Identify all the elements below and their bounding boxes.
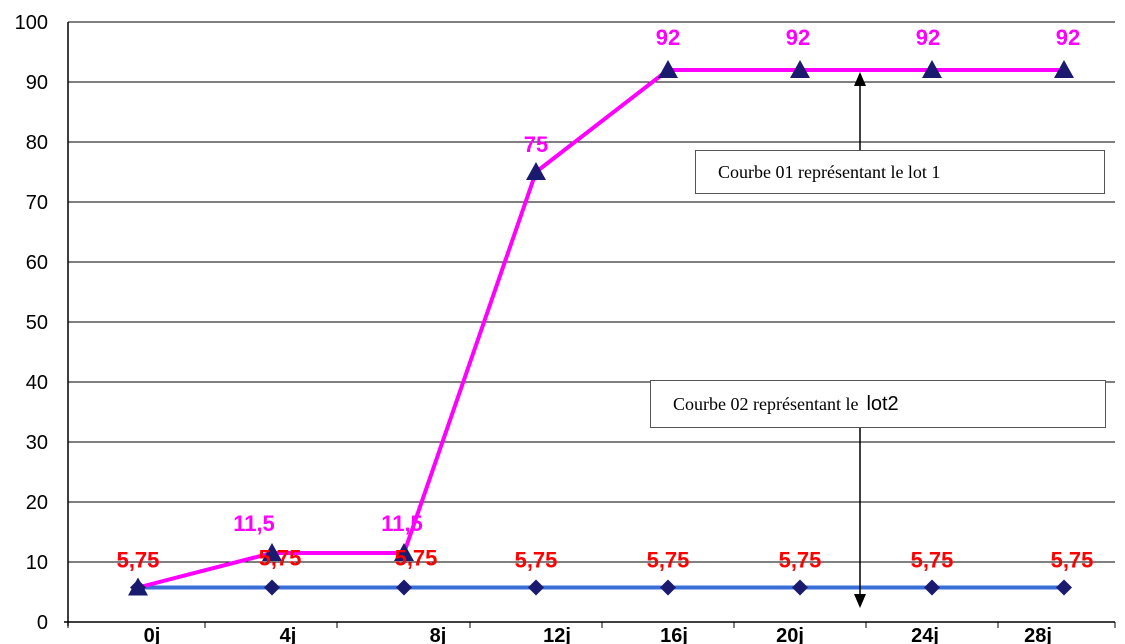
series-1-marker xyxy=(526,162,546,180)
series-1-data-label: 92 xyxy=(786,25,810,50)
annotation-lot2-text: Courbe 02 représentant le xyxy=(673,393,859,414)
series-1-data-label: 5,75 xyxy=(117,548,160,573)
series-1-data-label: 92 xyxy=(916,25,940,50)
series-2-marker xyxy=(264,579,280,596)
y-tick-label: 30 xyxy=(26,432,48,454)
y-tick-label: 10 xyxy=(26,552,48,574)
y-tick-label: 20 xyxy=(26,492,48,514)
series-1-data-label: 92 xyxy=(656,25,680,50)
series-1-marker xyxy=(790,60,810,78)
y-tick-label: 90 xyxy=(26,72,48,94)
x-tick-label: 28j xyxy=(1024,625,1052,644)
series-2-data-label: 5,75 xyxy=(515,548,558,573)
series-2-marker xyxy=(528,579,544,596)
x-tick-label: 16j xyxy=(660,625,688,644)
x-tick-label: 24j xyxy=(911,625,939,644)
series-2-data-label: 5,75 xyxy=(779,548,822,573)
series-1-marker xyxy=(394,543,414,561)
y-tick-label: 60 xyxy=(26,252,48,274)
series-2-data-label: 5,75 xyxy=(395,546,438,571)
y-tick-label: 70 xyxy=(26,192,48,214)
series-1-data-label: 92 xyxy=(1056,25,1080,50)
annotation-lot1: Courbe 01 représentant le lot 1 xyxy=(695,150,1105,194)
series-2-data-label: 5,75 xyxy=(259,546,302,571)
series-2-data-label: 5,75 xyxy=(117,548,160,573)
series-2-data-label: 5,75 xyxy=(647,548,690,573)
series-2-data-label: 5,75 xyxy=(1051,548,1094,573)
series-1-line xyxy=(137,68,1064,590)
series-1-marker xyxy=(922,60,942,78)
y-tick-label: 80 xyxy=(26,132,48,154)
grid-layer xyxy=(68,21,1115,563)
series-1-data-label: 11,5 xyxy=(381,511,423,536)
data-label-layer: 5,75 11,5 11,5 75 92 92 92 92 5,75 5,75 5,75 5,75 5,… xyxy=(117,25,1094,573)
annotation-arrow-layer xyxy=(854,72,866,608)
series-1-marker xyxy=(1054,60,1074,78)
annotation-lot2-suffix: lot2 xyxy=(866,392,899,415)
series-1-data-label: 75 xyxy=(524,132,548,157)
series-1-data-label: 11,5 xyxy=(233,511,275,536)
series-1-marker xyxy=(658,60,678,78)
x-tick-label: 12j xyxy=(543,625,571,644)
x-tick-label: 4j xyxy=(280,625,297,644)
y-tick-label: 100 xyxy=(15,12,48,34)
series-2-marker xyxy=(1056,579,1072,596)
x-tick-label: 8j xyxy=(430,625,447,644)
series-1-marker xyxy=(128,577,148,596)
annotation-lot2-arrowhead xyxy=(854,594,866,608)
y-tick-label: 50 xyxy=(26,312,48,334)
x-tick-label: 20j xyxy=(776,625,804,644)
series-2-marker xyxy=(396,579,412,596)
y-tick-label: 0 xyxy=(37,612,48,634)
series-2-marker xyxy=(660,579,676,596)
series-2-marker xyxy=(924,579,940,596)
series-1-marker xyxy=(262,543,282,561)
series-2-marker xyxy=(792,579,808,596)
annotation-lot1-arrowhead xyxy=(854,72,866,86)
axis-layer: 0 10 20 30 40 50 60 70 80 90 100 0j 4j 8j 12j 16j 20j 24j… xyxy=(15,12,1116,644)
annotation-lot1-text: Courbe 01 représentant le lot 1 xyxy=(718,161,941,182)
x-tick-label: 0j xyxy=(144,625,161,644)
series-layer xyxy=(128,60,1074,596)
annotation-lot2: Courbe 02 représentant le lot2 xyxy=(650,380,1106,428)
y-tick-label: 40 xyxy=(26,372,48,394)
series-2-data-label: 5,75 xyxy=(911,548,954,573)
